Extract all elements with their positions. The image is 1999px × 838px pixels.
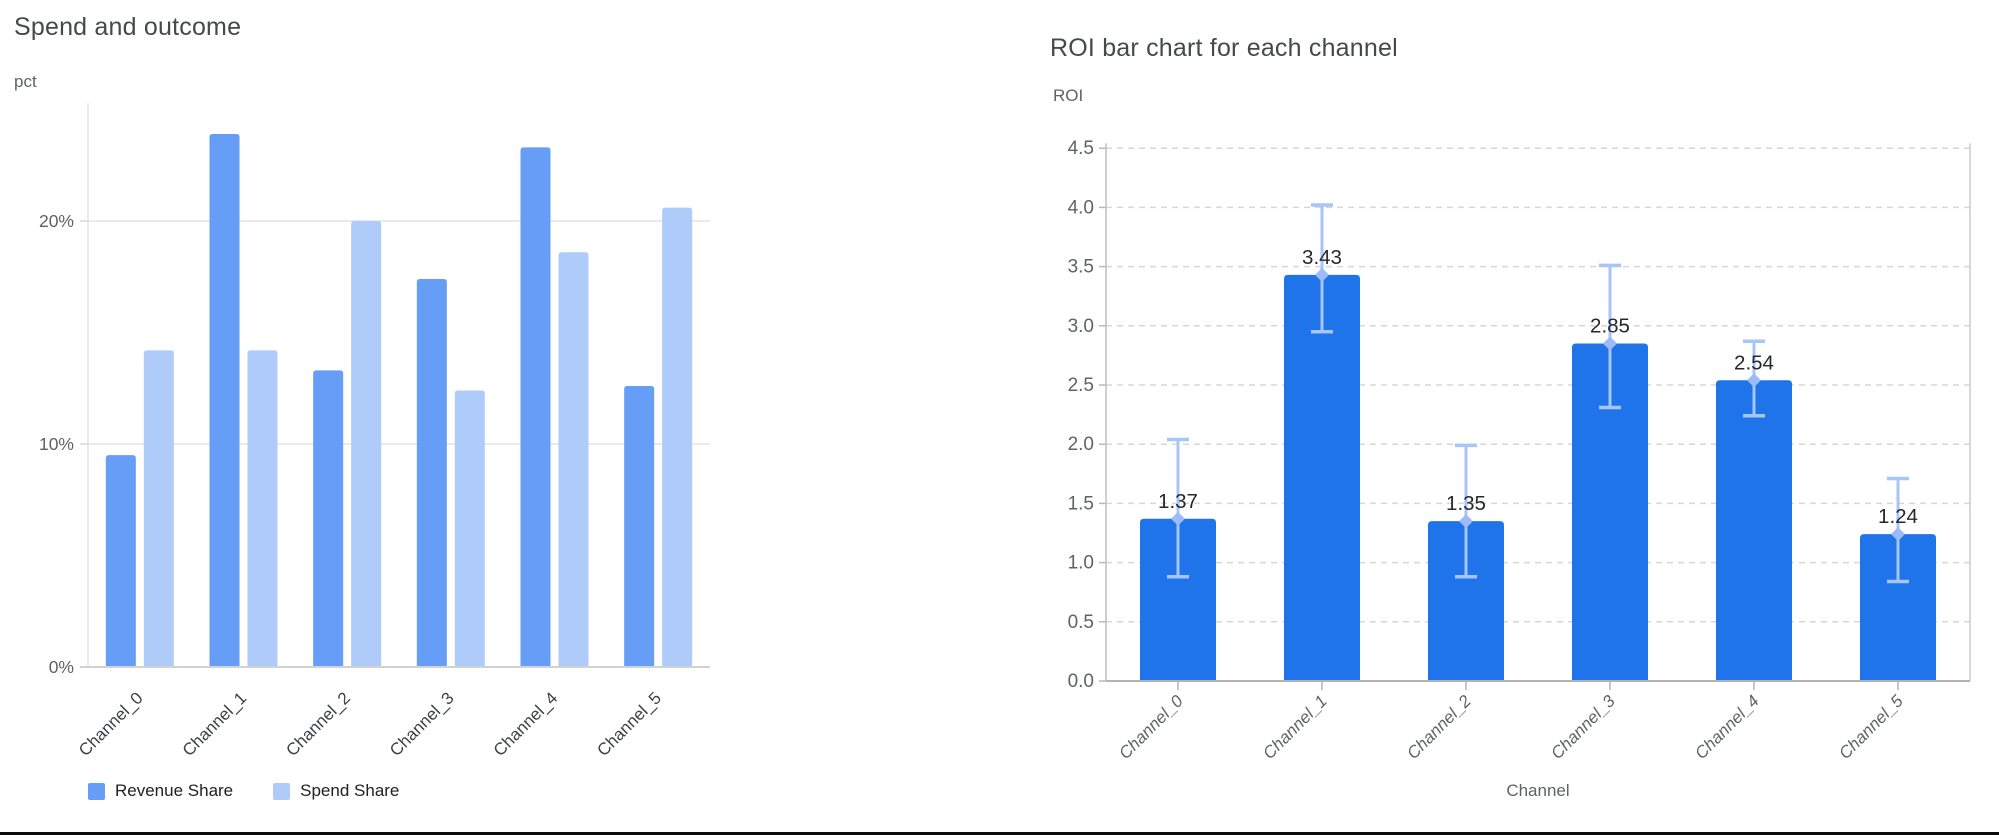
roi-chart-title: ROI bar chart for each channel [1050, 34, 1398, 62]
svg-text:0.5: 0.5 [1068, 612, 1094, 633]
svg-text:1.0: 1.0 [1068, 553, 1094, 574]
svg-text:Channel_0: Channel_0 [75, 688, 147, 760]
svg-text:Channel_2: Channel_2 [282, 688, 354, 760]
svg-text:Channel_4: Channel_4 [1691, 691, 1763, 763]
svg-text:Channel_1: Channel_1 [1259, 691, 1331, 763]
legend-swatch-spend-share [273, 782, 291, 800]
svg-text:Channel_2: Channel_2 [1403, 691, 1475, 763]
legend-swatch-revenue-share [88, 782, 105, 800]
svg-text:2.85: 2.85 [1590, 315, 1630, 338]
legend-label-revenue-share: Revenue Share [115, 781, 234, 800]
svg-text:Channel_3: Channel_3 [1547, 691, 1619, 763]
svg-text:0%: 0% [49, 657, 74, 677]
svg-text:3.43: 3.43 [1302, 246, 1342, 269]
spend-outcome-chart-title: Spend and outcome [14, 13, 242, 41]
svg-text:Channel_0: Channel_0 [1115, 691, 1187, 763]
svg-text:Channel_1: Channel_1 [179, 688, 251, 760]
svg-text:Channel_5: Channel_5 [1835, 691, 1907, 763]
legend-label-spend-share: Spend Share [300, 781, 400, 800]
spend-outcome-plot-area: 0% 10% 20% Channel_0 Channel_1 Channel_2 Chann… [39, 103, 710, 760]
legend-item-revenue-share: Revenue Share [88, 781, 233, 801]
svg-text:0.0: 0.0 [1068, 671, 1094, 692]
svg-text:1.5: 1.5 [1068, 493, 1094, 514]
svg-text:2.54: 2.54 [1734, 351, 1774, 374]
roi-y-axis-unit-label: ROI [1053, 86, 1084, 105]
svg-text:4.5: 4.5 [1068, 138, 1094, 159]
svg-text:Channel_3: Channel_3 [386, 688, 458, 760]
spend-outcome-y-axis-unit-label: pct [14, 72, 37, 91]
roi-plot-area: 0.0 0.5 1.0 1.5 2.0 2.5 3.0 3.5 4.0 4.5 1.37 3.43 1.… [1068, 138, 1971, 763]
svg-text:2.5: 2.5 [1068, 375, 1094, 396]
legend-item-spend-share: Spend Share [273, 781, 399, 801]
svg-text:Channel_4: Channel_4 [490, 688, 562, 760]
svg-text:3.0: 3.0 [1068, 316, 1094, 337]
svg-text:1.35: 1.35 [1446, 492, 1486, 515]
svg-text:3.5: 3.5 [1068, 257, 1094, 278]
svg-text:20%: 20% [39, 211, 74, 231]
roi-x-axis-title: Channel [1506, 781, 1570, 800]
bottom-rule [0, 832, 1999, 835]
svg-text:Channel_5: Channel_5 [593, 688, 665, 760]
svg-text:4.0: 4.0 [1068, 197, 1094, 218]
svg-text:1.37: 1.37 [1158, 490, 1198, 513]
spend-outcome-legend: Revenue Share Spend Share [88, 781, 399, 801]
svg-text:1.24: 1.24 [1878, 505, 1918, 528]
svg-text:2.0: 2.0 [1068, 434, 1094, 455]
svg-text:10%: 10% [39, 434, 74, 454]
